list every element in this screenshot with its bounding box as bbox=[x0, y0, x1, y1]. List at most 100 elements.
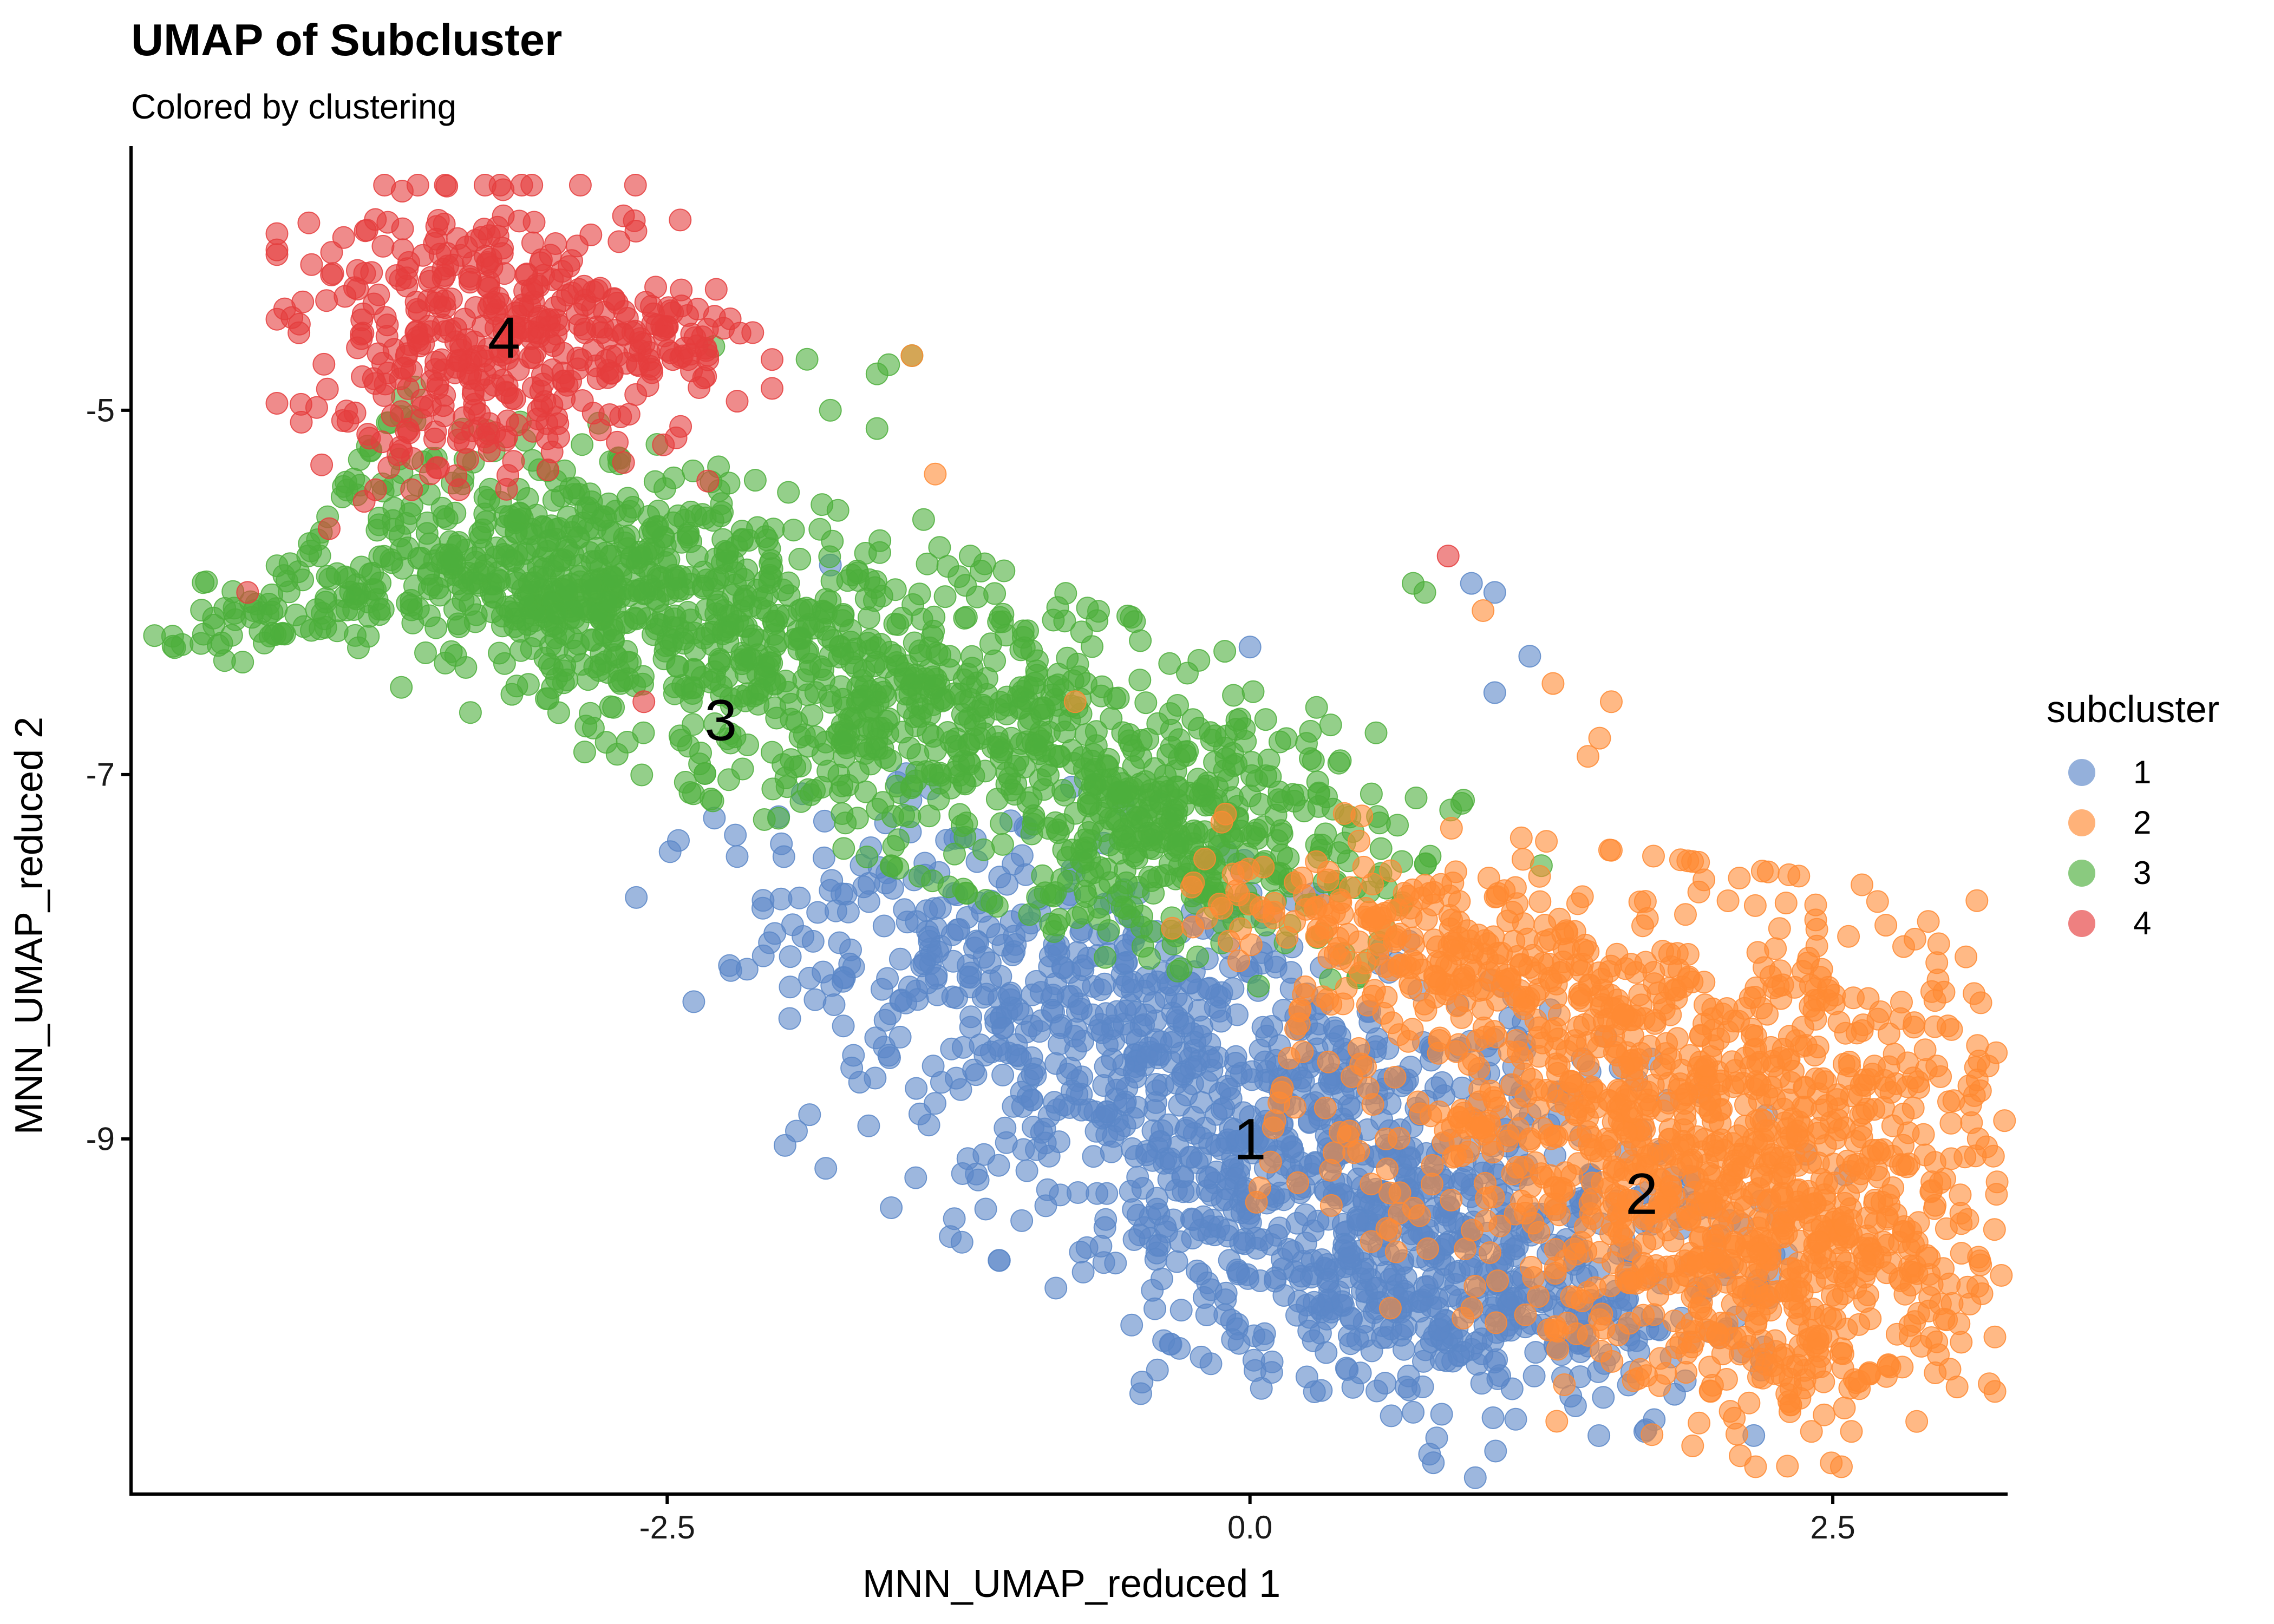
point-subcluster-3 bbox=[414, 641, 437, 664]
point-subcluster-4 bbox=[761, 377, 783, 400]
point-subcluster-4 bbox=[599, 362, 623, 385]
point-subcluster-1 bbox=[1091, 1021, 1114, 1044]
point-subcluster-3 bbox=[882, 835, 905, 858]
point-subcluster-2 bbox=[1463, 1275, 1487, 1298]
point-subcluster-1 bbox=[1483, 581, 1506, 604]
point-subcluster-2 bbox=[1927, 932, 1950, 955]
point-subcluster-2 bbox=[1602, 1024, 1625, 1047]
point-subcluster-1 bbox=[912, 952, 936, 975]
point-subcluster-3 bbox=[662, 466, 685, 489]
point-subcluster-2 bbox=[1938, 1358, 1962, 1381]
point-subcluster-3 bbox=[630, 763, 654, 787]
point-subcluster-4 bbox=[335, 400, 358, 423]
point-subcluster-2 bbox=[1833, 1397, 1856, 1419]
point-subcluster-2 bbox=[1633, 1232, 1657, 1255]
point-subcluster-1 bbox=[1337, 1324, 1361, 1347]
point-subcluster-2 bbox=[1462, 1049, 1485, 1072]
point-subcluster-2 bbox=[1612, 1003, 1635, 1026]
point-subcluster-4 bbox=[428, 243, 452, 266]
point-subcluster-2 bbox=[1693, 1181, 1716, 1204]
point-subcluster-3 bbox=[1247, 974, 1270, 998]
point-subcluster-2 bbox=[1638, 1262, 1661, 1285]
point-subcluster-3 bbox=[811, 493, 834, 516]
point-subcluster-2 bbox=[1770, 1364, 1793, 1387]
point-subcluster-3 bbox=[1050, 868, 1074, 891]
point-subcluster-2 bbox=[1722, 1010, 1745, 1033]
point-subcluster-3 bbox=[1299, 719, 1322, 743]
point-subcluster-2 bbox=[1814, 1070, 1838, 1093]
point-subcluster-1 bbox=[1190, 1091, 1213, 1114]
point-subcluster-3 bbox=[1097, 919, 1120, 942]
point-subcluster-2 bbox=[1642, 844, 1665, 868]
point-subcluster-2 bbox=[1807, 1230, 1831, 1254]
point-subcluster-2 bbox=[1544, 1256, 1567, 1280]
point-subcluster-4 bbox=[374, 306, 397, 329]
point-subcluster-3 bbox=[1030, 704, 1054, 727]
point-subcluster-3 bbox=[1241, 680, 1265, 703]
point-subcluster-3 bbox=[943, 842, 966, 866]
point-subcluster-1 bbox=[1120, 1313, 1143, 1337]
point-subcluster-3 bbox=[1245, 818, 1269, 841]
point-subcluster-2 bbox=[1641, 1423, 1664, 1446]
point-subcluster-3 bbox=[262, 622, 285, 645]
point-subcluster-3 bbox=[547, 701, 570, 724]
point-subcluster-4 bbox=[528, 305, 552, 328]
point-subcluster-2 bbox=[1559, 1070, 1582, 1092]
point-subcluster-3 bbox=[782, 519, 805, 542]
point-subcluster-2 bbox=[1827, 1011, 1851, 1034]
point-subcluster-2 bbox=[1485, 1311, 1508, 1334]
point-subcluster-3 bbox=[592, 624, 615, 647]
point-subcluster-3 bbox=[928, 536, 951, 559]
point-subcluster-2 bbox=[1853, 1290, 1876, 1313]
point-subcluster-4 bbox=[726, 390, 749, 413]
point-subcluster-2 bbox=[1600, 839, 1623, 862]
point-subcluster-2 bbox=[1314, 1096, 1337, 1119]
point-subcluster-1 bbox=[1089, 1235, 1113, 1258]
point-subcluster-1 bbox=[1315, 1341, 1338, 1364]
point-subcluster-3 bbox=[1082, 743, 1105, 766]
point-subcluster-3 bbox=[1222, 684, 1245, 707]
point-subcluster-2 bbox=[1577, 940, 1600, 963]
point-subcluster-2 bbox=[1619, 1079, 1643, 1102]
point-subcluster-3 bbox=[190, 599, 213, 622]
point-subcluster-2 bbox=[1903, 1011, 1926, 1034]
point-subcluster-2 bbox=[1478, 1241, 1501, 1264]
point-subcluster-1 bbox=[798, 966, 821, 990]
point-subcluster-3 bbox=[865, 417, 888, 440]
point-subcluster-1 bbox=[1169, 1299, 1193, 1322]
point-subcluster-1 bbox=[1129, 1382, 1152, 1405]
point-subcluster-4 bbox=[607, 230, 631, 253]
point-subcluster-3 bbox=[1106, 767, 1129, 790]
point-subcluster-4 bbox=[448, 478, 471, 501]
point-subcluster-2 bbox=[1803, 1044, 1826, 1067]
point-subcluster-2 bbox=[1704, 1242, 1727, 1265]
point-subcluster-2 bbox=[1669, 848, 1692, 872]
point-subcluster-2 bbox=[1577, 1053, 1600, 1077]
point-subcluster-3 bbox=[1364, 721, 1388, 744]
point-subcluster-4 bbox=[318, 517, 341, 540]
point-subcluster-1 bbox=[1252, 1328, 1275, 1352]
point-subcluster-2 bbox=[1939, 1111, 1963, 1135]
point-subcluster-3 bbox=[368, 507, 391, 530]
point-subcluster-2 bbox=[1388, 1127, 1411, 1150]
point-subcluster-2 bbox=[1695, 1055, 1718, 1078]
point-subcluster-3 bbox=[550, 484, 573, 508]
point-subcluster-1 bbox=[792, 925, 815, 948]
point-subcluster-2 bbox=[1277, 1046, 1301, 1070]
point-subcluster-4 bbox=[669, 415, 692, 438]
point-subcluster-3 bbox=[676, 523, 700, 547]
point-subcluster-1 bbox=[1522, 1364, 1546, 1387]
point-subcluster-1 bbox=[880, 1196, 903, 1219]
point-subcluster-2 bbox=[1538, 1123, 1561, 1147]
point-subcluster-2 bbox=[1376, 1157, 1399, 1181]
point-subcluster-3 bbox=[691, 503, 714, 526]
point-subcluster-1 bbox=[658, 840, 682, 863]
point-subcluster-1 bbox=[1064, 1018, 1088, 1041]
point-subcluster-3 bbox=[220, 624, 243, 647]
point-subcluster-2 bbox=[1763, 1329, 1787, 1352]
point-subcluster-2 bbox=[1379, 859, 1402, 882]
point-subcluster-2 bbox=[1993, 1109, 2016, 1132]
point-subcluster-3 bbox=[685, 545, 709, 568]
point-subcluster-3 bbox=[1275, 727, 1298, 750]
point-subcluster-1 bbox=[1349, 1361, 1372, 1385]
